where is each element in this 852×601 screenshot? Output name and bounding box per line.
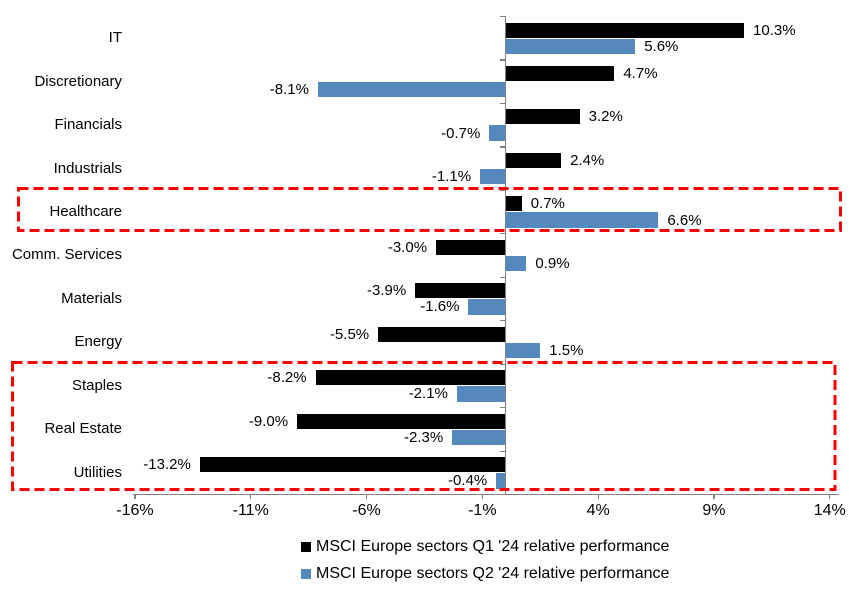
x-tick-label: -6% [352, 502, 381, 519]
data-label: -3.9% [367, 282, 407, 300]
bar-q2 [317, 81, 506, 98]
category-tick [500, 407, 505, 409]
x-tick-label: 9% [702, 502, 726, 519]
bar-q2 [480, 168, 506, 185]
legend-item: MSCI Europe sectors Q1 '24 relative perf… [301, 538, 669, 556]
category-label: Real Estate [44, 420, 122, 438]
data-label: 0.7% [530, 195, 565, 213]
legend-item: MSCI Europe sectors Q2 '24 relative perf… [301, 565, 669, 583]
bar-q1 [315, 370, 506, 386]
data-label: -9.0% [248, 412, 289, 430]
data-label: -13.2% [143, 456, 191, 474]
data-label: -8.2% [267, 369, 307, 387]
legend-label: MSCI Europe sectors Q2 '24 relative perf… [316, 565, 670, 582]
x-axis-tick [481, 494, 484, 499]
category-label: Materials [61, 289, 122, 307]
bar-q2 [505, 342, 541, 359]
x-axis-tick [250, 494, 252, 499]
bar-q1 [415, 283, 506, 299]
data-label: 3.2% [588, 108, 623, 126]
bar-q2 [456, 386, 506, 402]
legend-swatch-q1 [301, 542, 311, 552]
category-label: IT [108, 29, 122, 47]
data-label: 6.6% [667, 211, 702, 229]
category-label: Energy [74, 333, 122, 351]
bar-q1 [199, 457, 506, 473]
bar-q1 [505, 109, 580, 125]
data-label: 2.4% [570, 151, 605, 169]
category-tick [500, 450, 505, 452]
x-axis-tick [366, 494, 368, 499]
bar-q2 [505, 255, 527, 272]
category-label: Staples [71, 376, 122, 394]
category-tick [500, 363, 505, 365]
data-label: 0.9% [535, 255, 570, 273]
category-tick [500, 276, 505, 278]
category-tick [500, 189, 505, 191]
legend-swatch-q2 [301, 569, 311, 579]
category-tick [500, 233, 505, 235]
category-tick [500, 16, 505, 18]
bar-q1 [378, 326, 506, 342]
x-tick-label: -11% [232, 502, 269, 519]
bar-q1 [505, 152, 562, 168]
category-tick [500, 59, 505, 61]
category-label: Healthcare [49, 203, 122, 221]
x-axis-tick [597, 494, 599, 499]
data-label: 5.6% [644, 37, 679, 55]
bar-q2 [452, 429, 506, 446]
data-label: -5.5% [329, 325, 370, 343]
category-tick [500, 146, 505, 148]
x-axis-tick [713, 494, 715, 499]
highlight-box-1 [17, 187, 842, 232]
bar-q2 [505, 212, 659, 228]
category-label: Industrials [53, 159, 122, 177]
data-label: -0.4% [448, 472, 488, 490]
y-axis-line [505, 16, 507, 494]
category-label: Discretionary [34, 72, 122, 90]
category-tick [500, 320, 505, 322]
data-label: -8.1% [269, 81, 309, 99]
data-label: -1.6% [420, 298, 460, 316]
x-tick-label: 14% [813, 502, 846, 519]
bar-q1 [505, 196, 522, 212]
x-tick-label: 4% [586, 502, 610, 519]
bar-q1 [297, 413, 506, 429]
data-label: 10.3% [753, 21, 796, 39]
category-tick [500, 102, 505, 105]
category-label: Financials [54, 116, 122, 134]
data-label: 4.7% [623, 64, 658, 82]
bar-q1 [505, 22, 745, 38]
data-label: 1.5% [549, 341, 584, 359]
bar-q1 [505, 65, 615, 81]
x-axis-tick [134, 494, 136, 499]
data-label: -0.7% [441, 124, 481, 142]
data-label: -1.1% [431, 168, 472, 186]
x-axis-line [133, 494, 839, 496]
legend-label: MSCI Europe sectors Q1 '24 relative perf… [316, 538, 670, 555]
x-tick-label: -1% [468, 502, 497, 519]
data-label: -2.3% [404, 428, 444, 446]
x-tick-label: -16% [116, 502, 154, 519]
bar-q2 [489, 125, 506, 141]
category-label: Utilities [73, 463, 122, 481]
bar-q1 [436, 239, 506, 255]
category-label: Comm. Services [11, 246, 122, 264]
data-label: -3.0% [387, 238, 428, 256]
bar-q2 [468, 299, 506, 315]
data-label: -2.1% [408, 385, 448, 403]
x-axis-tick [829, 494, 831, 499]
bar-q2 [505, 38, 636, 54]
